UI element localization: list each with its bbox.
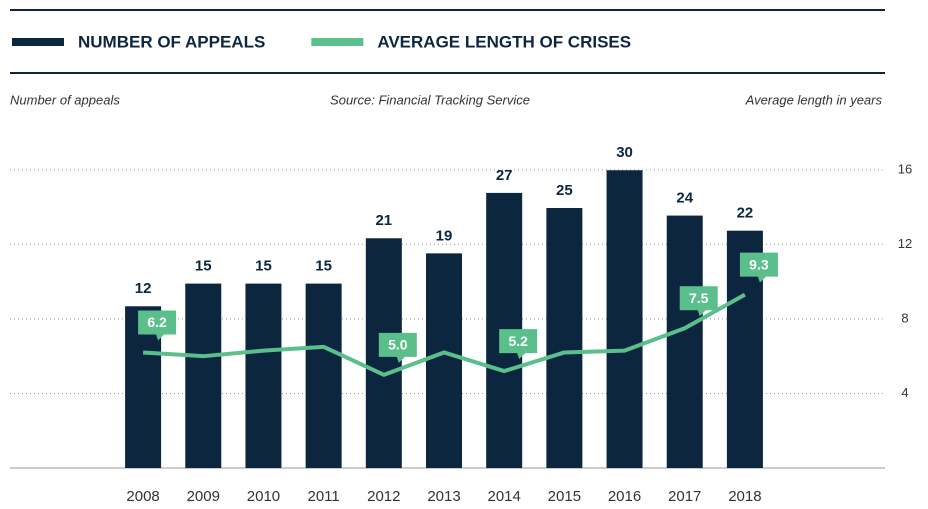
bar-value-label: 30: [616, 144, 633, 161]
value-label-box: [378, 332, 417, 363]
x-tick-label: 2015: [548, 488, 581, 505]
y2-tick-label: 12: [898, 236, 912, 251]
x-tick-label: 2013: [427, 488, 460, 505]
y2-tick-label: 4: [901, 385, 908, 400]
bar-value-label: 27: [496, 167, 513, 184]
bar: [426, 253, 462, 468]
bar-value-label: 25: [556, 182, 573, 199]
line-value-label: 6.2: [147, 314, 167, 330]
value-label-box: [499, 329, 538, 360]
legend-label: NUMBER OF APPEALS: [78, 32, 265, 51]
line-value-label: 7.5: [689, 290, 709, 306]
bar-value-label: 21: [375, 212, 392, 229]
bar: [606, 170, 643, 468]
x-tick-label: 2018: [728, 488, 761, 505]
bar: [546, 208, 583, 468]
legend: NUMBER OF APPEALS AVERAGE LENGTH OF CRISE…: [12, 32, 631, 51]
x-tick-label: 2010: [247, 488, 280, 505]
x-tick-label: 2016: [608, 488, 641, 505]
bar-value-label: 15: [315, 258, 332, 275]
line-value-label: 5.2: [508, 333, 528, 349]
bar: [185, 283, 222, 468]
y2-tick-label: 8: [901, 310, 908, 325]
bar: [666, 215, 703, 468]
line: [142, 292, 746, 377]
line-value-label: 5.0: [388, 337, 408, 353]
bar-value-label: 24: [676, 190, 693, 207]
legend-swatch: [311, 38, 364, 46]
x-tick-label: 2008: [126, 488, 159, 505]
y-axis-label: Number of appeals: [10, 92, 120, 107]
x-tick-label: 2014: [487, 488, 520, 505]
x-tick-label: 2009: [187, 488, 220, 505]
value-label-box: [679, 286, 718, 317]
legend-label: AVERAGE LENGTH OF CRISES: [377, 32, 631, 51]
x-tick-label: 2012: [367, 488, 400, 505]
bar: [305, 283, 342, 468]
value-label-box: [138, 310, 177, 341]
bar-value-label: 15: [195, 258, 212, 275]
bar: [245, 283, 282, 468]
line-value-label: 9.3: [749, 256, 769, 272]
bar-value-label: 22: [737, 205, 754, 222]
bar-value-label: 12: [135, 280, 152, 297]
value-label-box: [739, 252, 778, 283]
x-tick-label: 2011: [308, 488, 340, 505]
x-tick-label: 2017: [668, 488, 701, 505]
legend-swatch: [12, 38, 64, 46]
y2-axis-label: Average length in years: [745, 92, 883, 107]
bar-value-label: 19: [436, 227, 453, 244]
y2-tick-label: 16: [898, 161, 912, 176]
source: Source: Financial Tracking Service: [330, 92, 530, 107]
bar-value-label: 15: [255, 258, 272, 275]
